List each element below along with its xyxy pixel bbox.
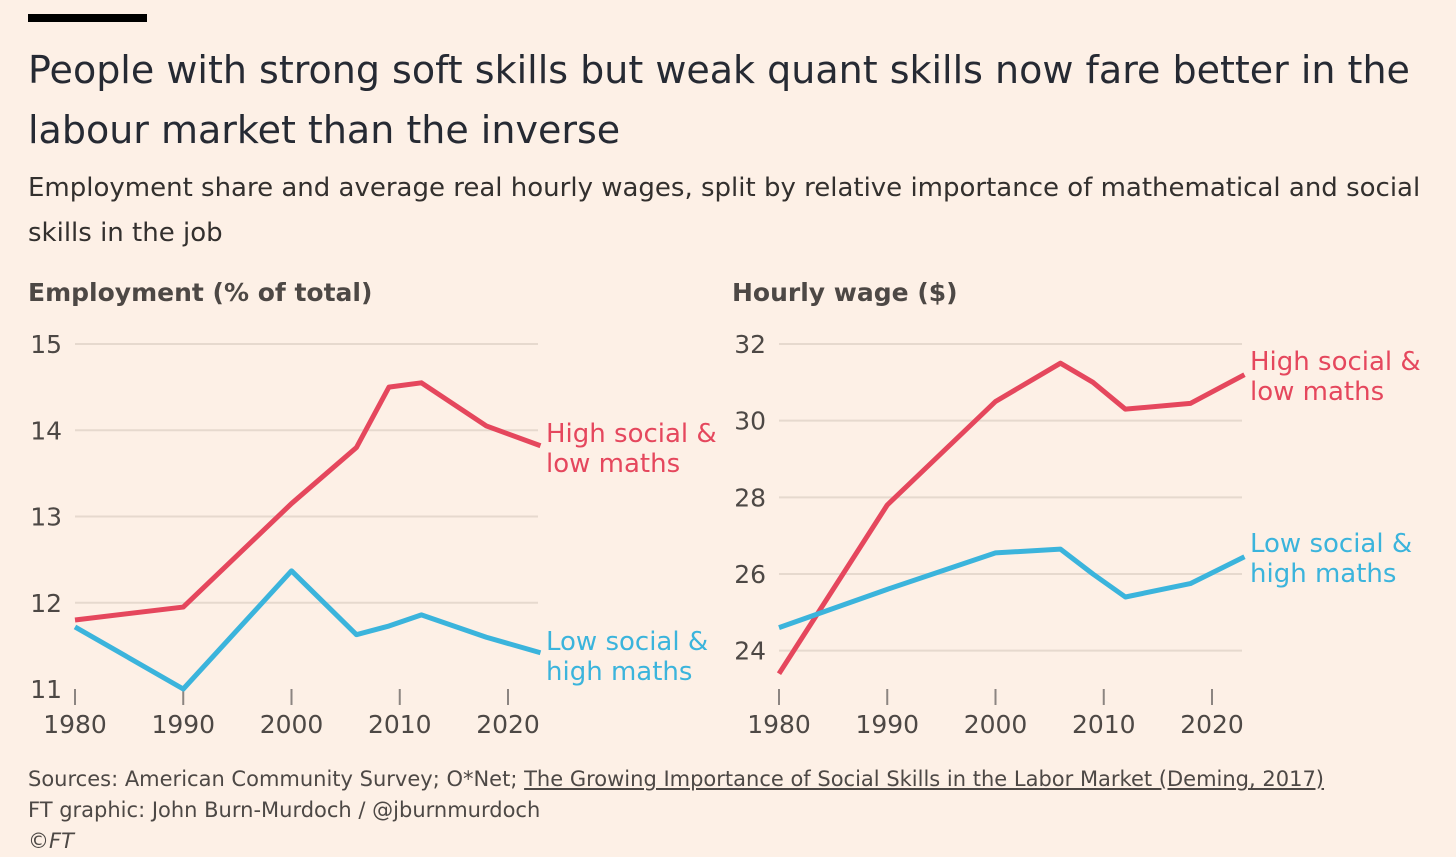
series-line-high-social bbox=[776, 360, 1246, 676]
copyright-line: ©FT bbox=[28, 829, 74, 853]
series-label: low maths bbox=[546, 449, 680, 479]
y-tick-label: 24 bbox=[734, 637, 766, 666]
employment-axis-label: Employment (% of total) bbox=[28, 278, 373, 307]
y-tick-label: 32 bbox=[734, 330, 766, 359]
wage-axis-label: Hourly wage ($) bbox=[732, 278, 958, 307]
y-tick-label: 12 bbox=[30, 589, 62, 618]
series-label: Low social & bbox=[546, 627, 708, 657]
series-label: high maths bbox=[546, 657, 692, 687]
chart-title: People with strong soft skills but weak … bbox=[28, 48, 1410, 152]
sources-text: Sources: American Community Survey; O*Ne… bbox=[28, 767, 525, 791]
x-tick-label: 1990 bbox=[151, 710, 215, 739]
sources-link[interactable]: The Growing Importance of Social Skills … bbox=[524, 767, 1325, 791]
credit-line: FT graphic: John Burn-Murdoch / @jburnmu… bbox=[28, 798, 541, 822]
brand-bar bbox=[28, 14, 147, 22]
x-tick-label: 2020 bbox=[1180, 710, 1244, 739]
x-tick-label: 1980 bbox=[747, 710, 811, 739]
series-label: Low social & bbox=[1250, 529, 1412, 559]
series-line-low-social bbox=[778, 546, 1246, 631]
y-tick-label: 14 bbox=[30, 416, 62, 445]
chart-footer: Sources: American Community Survey; O*Ne… bbox=[28, 764, 1324, 857]
series-label: high maths bbox=[1250, 559, 1396, 589]
x-tick-label: 2000 bbox=[964, 710, 1028, 739]
x-tick-label: 2010 bbox=[1072, 710, 1136, 739]
series-label: low maths bbox=[1250, 377, 1384, 407]
series-label: High social & bbox=[546, 419, 717, 449]
series-line-low-social bbox=[73, 568, 542, 692]
y-tick-label: 13 bbox=[30, 503, 62, 532]
y-tick-label: 15 bbox=[30, 330, 62, 359]
x-tick-label: 2010 bbox=[368, 710, 432, 739]
y-tick-label: 30 bbox=[734, 407, 766, 436]
series-line-high-social bbox=[74, 380, 542, 623]
chart-subtitle: Employment share and average real hourly… bbox=[28, 173, 1421, 248]
series-label: High social & bbox=[1250, 347, 1421, 377]
x-tick-label: 1980 bbox=[43, 710, 107, 739]
y-tick-label: 26 bbox=[734, 560, 766, 589]
x-tick-label: 1990 bbox=[855, 710, 919, 739]
sources-line: Sources: American Community Survey; O*Ne… bbox=[28, 764, 1324, 795]
x-tick-label: 2000 bbox=[260, 710, 324, 739]
x-tick-label: 2020 bbox=[476, 710, 540, 739]
y-tick-label: 28 bbox=[734, 483, 766, 512]
y-tick-label: 11 bbox=[30, 675, 62, 704]
